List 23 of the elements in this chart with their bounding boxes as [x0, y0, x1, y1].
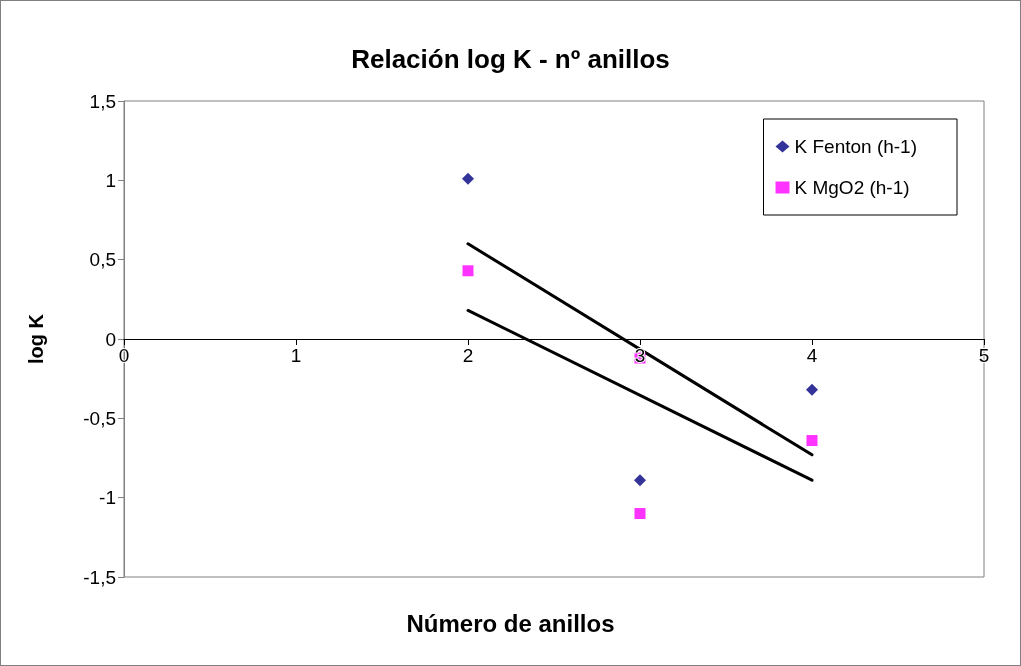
x-tick-label: 0	[118, 345, 130, 366]
point	[634, 508, 646, 520]
legend-label: K Fenton (h-1)	[794, 136, 917, 157]
y-tick-label: 1,5	[89, 90, 116, 112]
y-tick-label: -1,5	[83, 566, 116, 588]
chart-title: Relación log K - nº anillos	[351, 44, 670, 74]
x-tick-label: 2	[462, 345, 474, 366]
point	[462, 265, 474, 277]
x-tick-label: 4	[806, 345, 818, 366]
y-tick-label: -1	[99, 487, 116, 509]
x-axis-title: Número de anillos	[406, 609, 615, 637]
y-tick-label: 1	[105, 169, 116, 191]
point	[806, 383, 818, 396]
y-axis-title: log K	[25, 313, 47, 364]
x-tick-label: 5	[978, 345, 990, 366]
x-tick-label: 1	[290, 345, 302, 366]
y-tick-label: 0	[105, 328, 116, 350]
point	[462, 172, 474, 185]
legend-label: K MgO2 (h-1)	[794, 177, 910, 198]
point	[634, 474, 646, 487]
point	[806, 435, 818, 447]
y-tick-label: -0,5	[83, 407, 116, 429]
y-tick-label: 0,5	[89, 249, 116, 271]
